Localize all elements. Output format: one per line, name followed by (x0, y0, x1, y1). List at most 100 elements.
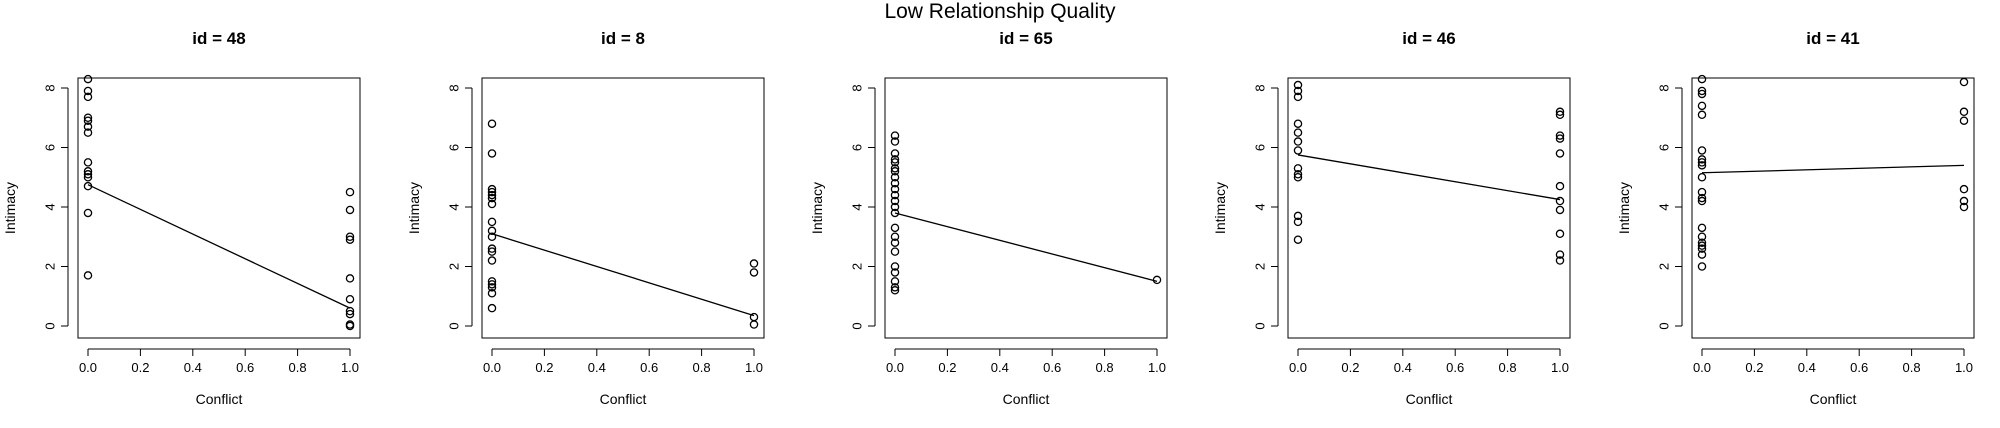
data-point (1293, 92, 1303, 102)
x-tick-label: 1.0 (1551, 360, 1569, 375)
x-tick-label: 0.2 (938, 360, 956, 375)
data-point (890, 164, 900, 173)
panel-title: id = 46 (1402, 29, 1455, 48)
x-tick-label: 0.2 (1745, 360, 1763, 375)
panel-2: id = 8 0.0 0.2 0.4 0.6 0.8 1.0 0 2 4 6 8 Conflict Int… (406, 29, 765, 407)
data-point (487, 283, 497, 292)
y-tick-label: 2 (447, 263, 462, 270)
data-point (487, 247, 497, 256)
data-point (345, 306, 355, 316)
x-tick-label: 0.6 (1043, 360, 1061, 375)
data-point (487, 256, 497, 265)
y-axis-label: Intimacy (1616, 182, 1632, 234)
data-point (890, 131, 900, 140)
x-tick-label: 1.0 (1148, 360, 1166, 375)
x-axis-label: Conflict (600, 391, 647, 407)
panels: id = 48 0.0 0.2 0.4 0.6 0.8 1.0 0 2 4 6 8 Conflict In… (2, 29, 1975, 407)
x-tick-label: 0.4 (1394, 360, 1412, 375)
y-axis-label: Intimacy (809, 182, 825, 234)
data-point (890, 149, 900, 158)
y-tick-label: 2 (1253, 263, 1268, 270)
data-point (1959, 116, 1969, 125)
x-axis-label: Conflict (196, 391, 243, 407)
data-point (890, 172, 900, 182)
fit-line (1701, 164, 1965, 174)
data-point (83, 92, 93, 102)
y-tick-label: 8 (1657, 84, 1672, 91)
y-tick-label: 2 (850, 263, 865, 270)
data-point (1697, 172, 1707, 182)
data-point (83, 128, 93, 137)
data-point (749, 259, 759, 268)
data-point (890, 184, 900, 194)
data-point (890, 155, 900, 164)
data-point (487, 199, 497, 209)
data-point (890, 190, 900, 200)
data-point (345, 294, 355, 304)
x-axis-label: Conflict (1406, 391, 1453, 407)
data-point (345, 235, 355, 244)
y-tick-label: 0 (1657, 322, 1672, 329)
data-point (1697, 161, 1707, 170)
x-tick-label: 0.6 (1446, 360, 1464, 375)
data-point (1555, 181, 1565, 191)
data-point (83, 208, 93, 218)
data-point (890, 202, 900, 212)
main-title: Low Relationship Quality (884, 0, 1116, 23)
data-point (1293, 217, 1303, 227)
y-tick-label: 8 (447, 84, 462, 91)
data-point (1697, 232, 1707, 241)
data-point (1697, 74, 1707, 84)
data-point (487, 232, 497, 241)
data-point (1293, 119, 1303, 128)
data-point (1555, 134, 1565, 143)
y-tick-label: 8 (1253, 84, 1268, 91)
y-tick-label: 6 (850, 144, 865, 151)
data-point (749, 268, 759, 277)
data-point (890, 268, 900, 277)
panel-4: id = 46 0.0 0.2 0.4 0.6 0.8 1.0 0 2 4 6 8 Conflict In… (1212, 29, 1571, 407)
x-tick-label: 0.8 (1499, 360, 1517, 375)
y-tick-label: 6 (1657, 144, 1672, 151)
data-point (487, 244, 497, 253)
data-point (1959, 196, 1969, 206)
y-tick-label: 8 (850, 84, 865, 91)
data-point (487, 303, 497, 313)
y-tick-label: 0 (447, 322, 462, 329)
data-point (83, 170, 93, 179)
x-tick-label: 0.0 (886, 360, 904, 375)
x-tick-label: 1.0 (1955, 360, 1973, 375)
data-point (1959, 184, 1969, 194)
data-point (487, 277, 497, 286)
fit-line (491, 233, 755, 317)
data-point (1697, 155, 1707, 164)
y-axis-label: Intimacy (406, 182, 422, 234)
x-tick-label: 0.0 (79, 360, 97, 375)
x-tick-label: 0.4 (184, 360, 202, 375)
fit-line (894, 212, 1158, 283)
x-tick-label: 1.0 (341, 360, 359, 375)
data-point (1697, 262, 1707, 271)
panel-3: id = 65 0.0 0.2 0.4 0.6 0.8 1.0 0 2 4 6 8 Conflict In… (809, 29, 1168, 407)
data-point (1293, 80, 1303, 90)
data-point (890, 238, 900, 247)
y-axis-label: Intimacy (2, 182, 18, 234)
data-point (890, 137, 900, 146)
data-point (1555, 196, 1565, 206)
data-point (83, 167, 93, 176)
data-point (487, 119, 497, 128)
y-tick-label: 4 (1657, 203, 1672, 210)
panel-title: id = 65 (999, 29, 1052, 48)
data-point (83, 113, 93, 123)
data-point (1697, 101, 1707, 111)
data-point (83, 172, 93, 182)
y-axis-label: Intimacy (1212, 182, 1228, 234)
data-point (83, 116, 93, 125)
data-point (83, 86, 93, 96)
data-point (1959, 107, 1969, 117)
data-point (1697, 250, 1707, 259)
data-point (890, 223, 900, 233)
y-tick-label: 6 (43, 144, 58, 151)
data-point (1293, 172, 1303, 182)
data-point (1697, 193, 1707, 203)
